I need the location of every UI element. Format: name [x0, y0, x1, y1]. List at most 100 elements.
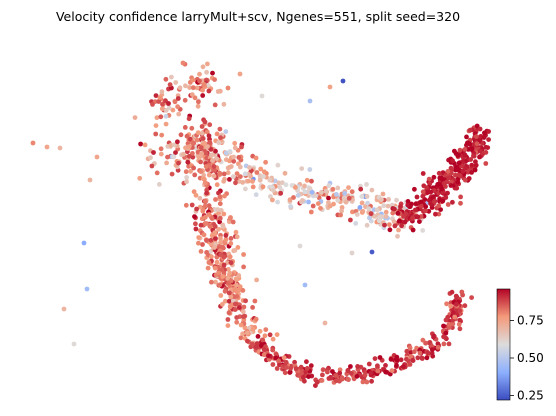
scatter-point	[325, 369, 330, 375]
scatter-point	[222, 240, 228, 246]
scatter-point	[456, 321, 462, 327]
scatter-point	[212, 77, 218, 82]
scatter-point	[198, 145, 204, 151]
scatter-point	[283, 359, 289, 365]
scatter-point	[225, 276, 231, 281]
scatter-point	[154, 170, 160, 176]
scatter-point	[138, 141, 144, 147]
scatter-point	[439, 186, 445, 192]
scatter-point	[142, 142, 148, 148]
scatter-point	[276, 358, 282, 364]
scatter-point	[283, 182, 289, 188]
scatter-point	[326, 195, 331, 201]
scatter-point	[192, 95, 198, 101]
scatter-point	[153, 93, 159, 98]
scatter-point	[232, 248, 238, 253]
scatter-point	[340, 78, 346, 84]
scatter-point	[227, 177, 232, 182]
scatter-point	[214, 182, 220, 188]
scatter-point	[206, 212, 212, 217]
scatter-point	[474, 123, 480, 129]
scatter-point	[367, 215, 372, 221]
scatter-point	[216, 270, 222, 276]
scatter-point	[242, 325, 248, 331]
scatter-point	[267, 332, 273, 338]
scatter-point	[282, 370, 288, 376]
scatter-point	[213, 148, 218, 154]
scatter-point	[477, 126, 483, 132]
scatter-point	[364, 379, 370, 385]
scatter-point	[171, 154, 176, 160]
scatter-point	[227, 254, 233, 260]
scatter-point	[225, 323, 231, 328]
scatter-point	[236, 305, 242, 310]
scatter-point	[226, 280, 231, 286]
scatter-point	[183, 169, 189, 175]
scatter-point	[218, 252, 224, 258]
scatter-point	[358, 186, 364, 192]
scatter-point	[263, 327, 269, 332]
scatter-point	[377, 355, 383, 360]
scatter-point	[163, 113, 169, 119]
scatter-point	[293, 185, 298, 190]
scatter-point	[270, 336, 276, 342]
scatter-point	[270, 362, 276, 367]
scatter-point	[196, 99, 201, 105]
scatter-point	[190, 154, 196, 160]
scatter-point	[348, 217, 353, 223]
scatter-point	[186, 116, 192, 122]
scatter-point	[402, 219, 408, 225]
scatter-point	[211, 164, 217, 169]
scatter-point	[457, 326, 463, 332]
scatter-point	[173, 150, 178, 156]
scatter-point	[206, 88, 212, 94]
scatter-point	[345, 368, 351, 374]
scatter-point	[270, 197, 275, 203]
scatter-point	[376, 218, 382, 224]
scatter-point	[207, 139, 213, 145]
scatter-point	[440, 198, 446, 204]
scatter-point	[247, 165, 252, 170]
scatter-point	[444, 301, 449, 307]
scatter-point	[243, 186, 248, 192]
scatter-point	[469, 162, 475, 168]
scatter-point	[218, 236, 223, 241]
scatter-point	[223, 150, 229, 156]
scatter-point	[366, 361, 372, 367]
scatter-point	[226, 298, 232, 304]
scatter-point	[197, 204, 203, 210]
scatter-point	[423, 208, 428, 214]
scatter-point	[360, 209, 366, 214]
scatter-point	[441, 323, 446, 329]
scatter-point	[189, 125, 195, 131]
scatter-point	[410, 227, 416, 233]
scatter-point	[218, 240, 223, 246]
scatter-point	[327, 84, 333, 90]
scatter-point	[183, 83, 188, 89]
scatter-point	[212, 223, 218, 229]
scatter-point	[250, 184, 256, 190]
scatter-point	[163, 76, 169, 82]
scatter-point	[206, 260, 212, 265]
scatter-point	[346, 196, 352, 201]
scatter-point	[243, 298, 249, 304]
scatter-point	[288, 204, 293, 209]
scatter-point	[482, 130, 487, 136]
scatter-point	[426, 340, 432, 346]
scatter-point	[457, 172, 462, 178]
scatter-point	[209, 279, 214, 285]
scatter-point	[368, 211, 374, 217]
scatter-point	[156, 99, 162, 104]
scatter-point	[310, 203, 316, 209]
scatter-point	[278, 190, 284, 196]
scatter-point	[250, 305, 256, 310]
scatter-point	[216, 190, 221, 196]
scatter-point	[394, 354, 400, 360]
scatter-point	[222, 193, 227, 199]
scatter-point	[372, 356, 378, 361]
scatter-point	[350, 209, 355, 215]
scatter-point	[452, 314, 458, 320]
scatter-point	[196, 240, 201, 246]
scatter-point	[383, 369, 389, 375]
scatter-point	[446, 341, 452, 347]
